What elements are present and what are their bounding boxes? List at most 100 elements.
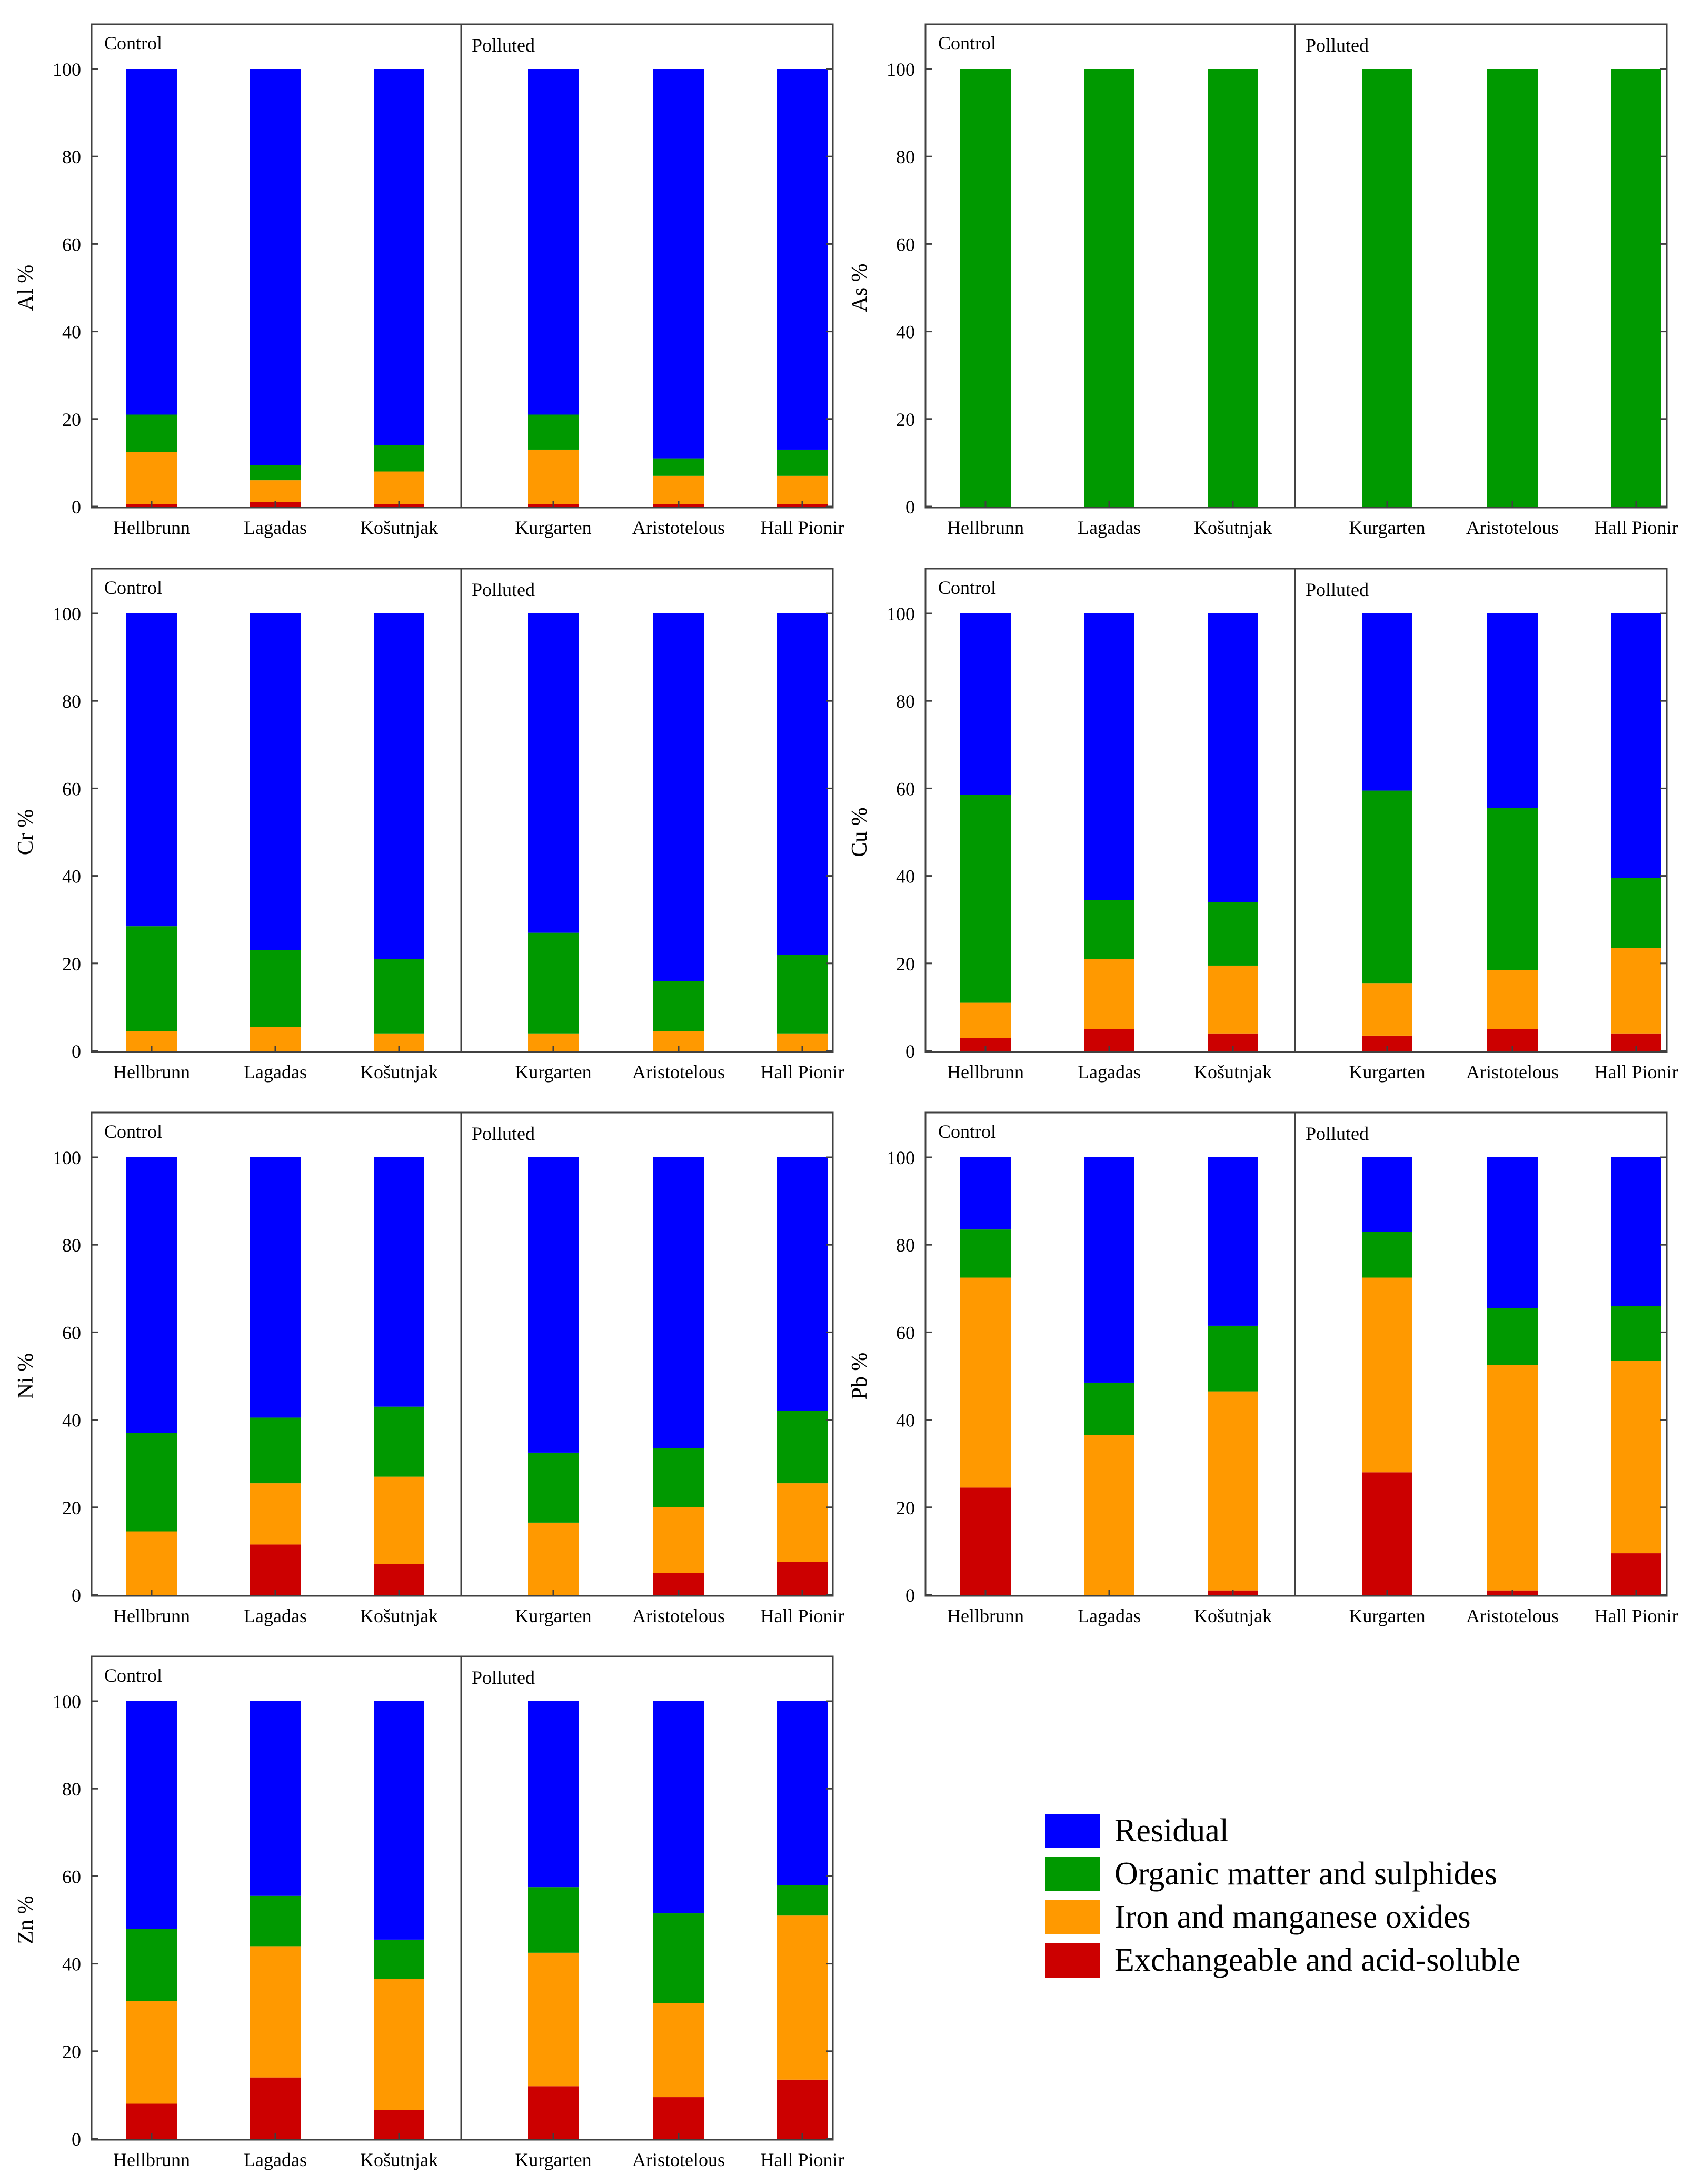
x-tick-label-kurgarten: Kurgarten bbox=[1349, 517, 1425, 538]
bar-segment-iron-aristotelous bbox=[1487, 970, 1538, 1029]
y-tick-label: 40 bbox=[896, 866, 915, 887]
bar-segment-iron-hall-pionir bbox=[777, 1915, 828, 2080]
legend-label-organic: Organic matter and sulphides bbox=[1114, 1856, 1497, 1892]
y-tick-label: 100 bbox=[53, 1147, 81, 1168]
bar-segment-residual-aristotelous bbox=[1487, 1157, 1538, 1308]
y-axis-label: Pb % bbox=[848, 1353, 872, 1400]
x-tick-label-lagadas: Lagadas bbox=[244, 1061, 307, 1083]
y-tick-label: 40 bbox=[62, 866, 81, 887]
bar-segment-iron-kosutnjak bbox=[1208, 965, 1258, 1034]
x-tick-label-lagadas: Lagadas bbox=[1078, 1061, 1141, 1083]
bar-segment-exchangeable-kurgarten bbox=[1362, 1472, 1412, 1595]
y-tick-label: 0 bbox=[905, 1041, 915, 1062]
y-axis-label: Cr % bbox=[14, 809, 38, 856]
bar-segment-exchangeable-hall-pionir bbox=[777, 1562, 828, 1595]
x-tick-label-aristotelous: Aristotelous bbox=[1466, 1605, 1559, 1626]
x-tick-label-hellbrunn: Hellbrunn bbox=[113, 1061, 190, 1083]
bar-segment-residual-kurgarten bbox=[528, 613, 579, 933]
group-label-control: Control bbox=[104, 1665, 162, 1686]
bar-segment-residual-hellbrunn bbox=[960, 1157, 1011, 1230]
bar-segment-residual-aristotelous bbox=[653, 69, 704, 459]
bar-segment-iron-lagadas bbox=[1084, 959, 1134, 1029]
x-tick-label-aristotelous: Aristotelous bbox=[632, 2149, 725, 2170]
bar-segment-residual-hall-pionir bbox=[1611, 1157, 1661, 1306]
y-tick-label: 20 bbox=[62, 2041, 81, 2062]
bar-segment-residual-lagadas bbox=[250, 1157, 301, 1418]
x-tick-label-hall-pionir: Hall Pionir bbox=[1595, 517, 1678, 538]
y-tick-label: 100 bbox=[53, 1691, 81, 1712]
x-tick-label-kurgarten: Kurgarten bbox=[515, 517, 591, 538]
bar-segment-residual-hellbrunn bbox=[126, 69, 177, 415]
bar-segment-residual-aristotelous bbox=[653, 613, 704, 981]
x-tick-label-hall-pionir: Hall Pionir bbox=[761, 1605, 844, 1626]
group-label-polluted: Polluted bbox=[1306, 1123, 1369, 1144]
x-tick-label-hellbrunn: Hellbrunn bbox=[113, 1605, 190, 1626]
x-tick-label-kurgarten: Kurgarten bbox=[515, 2149, 591, 2170]
y-tick-label: 100 bbox=[53, 603, 81, 624]
group-label-polluted: Polluted bbox=[472, 579, 535, 600]
bar-segment-exchangeable-hall-pionir bbox=[777, 2079, 828, 2139]
bar-segment-organic-aristotelous bbox=[1487, 1308, 1538, 1365]
bar-segment-iron-kurgarten bbox=[1362, 983, 1412, 1036]
y-tick-label: 40 bbox=[896, 322, 915, 343]
bar-segment-iron-hellbrunn bbox=[960, 1002, 1011, 1038]
legend-label-residual: Residual bbox=[1114, 1813, 1229, 1849]
x-tick-label-hall-pionir: Hall Pionir bbox=[761, 517, 844, 538]
bar-segment-organic-kurgarten bbox=[528, 932, 579, 1034]
bar-segment-residual-hall-pionir bbox=[777, 1157, 828, 1411]
bar-segment-residual-kurgarten bbox=[528, 1157, 579, 1453]
y-tick-label: 20 bbox=[62, 1497, 81, 1518]
plot-frame bbox=[924, 1111, 1668, 1597]
y-axis-label: Ni % bbox=[14, 1353, 38, 1399]
panel-cu: Control Polluted 0 20 40 60 80 100 Hellbrunn Laga… bbox=[848, 568, 1678, 1083]
bar-segment-residual-aristotelous bbox=[653, 1701, 704, 1914]
bar-segment-iron-hellbrunn bbox=[126, 1531, 177, 1595]
bar-segment-organic-aristotelous bbox=[653, 458, 704, 476]
y-tick-label: 60 bbox=[896, 234, 915, 255]
bar-segment-residual-lagadas bbox=[1084, 1157, 1134, 1383]
x-tick-label-aristotelous: Aristotelous bbox=[632, 1061, 725, 1083]
group-label-polluted: Polluted bbox=[1306, 579, 1369, 600]
bar-segment-residual-hall-pionir bbox=[1611, 613, 1661, 878]
y-tick-label: 60 bbox=[896, 778, 915, 799]
y-tick-label: 0 bbox=[72, 497, 81, 518]
bar-segment-organic-kosutnjak bbox=[374, 1406, 424, 1477]
bar-segment-iron-aristotelous bbox=[653, 1507, 704, 1573]
bar-segment-organic-aristotelous bbox=[1487, 808, 1538, 970]
bar-segment-iron-hall-pionir bbox=[1611, 1361, 1661, 1554]
legend-label-iron: Iron and manganese oxides bbox=[1114, 1899, 1471, 1935]
group-label-control: Control bbox=[938, 1121, 996, 1142]
bar-segment-iron-hellbrunn bbox=[126, 2001, 177, 2104]
bar-segment-residual-kosutnjak bbox=[1208, 1157, 1258, 1326]
bar-segment-iron-aristotelous bbox=[1487, 1365, 1538, 1591]
bar-segment-residual-kurgarten bbox=[528, 69, 579, 415]
y-tick-label: 40 bbox=[62, 1410, 81, 1431]
y-tick-label: 100 bbox=[887, 59, 915, 80]
x-tick-label-kosutnjak: Košutnjak bbox=[360, 1061, 438, 1083]
bar-segment-exchangeable-hall-pionir bbox=[1611, 1553, 1661, 1595]
group-label-polluted: Polluted bbox=[1306, 35, 1369, 56]
legend-label-exchangeable: Exchangeable and acid-soluble bbox=[1114, 1942, 1520, 1978]
bar-segment-organic-kurgarten bbox=[1362, 790, 1412, 984]
y-tick-label: 0 bbox=[905, 497, 915, 518]
bar-segment-exchangeable-hellbrunn bbox=[126, 2103, 177, 2139]
plot-frame bbox=[91, 23, 834, 509]
bar-segment-organic-lagadas bbox=[1084, 900, 1134, 959]
bar-segment-residual-kosutnjak bbox=[374, 613, 424, 959]
x-tick-label-kosutnjak: Košutnjak bbox=[360, 1605, 438, 1626]
bar-segment-residual-kurgarten bbox=[1362, 613, 1412, 791]
group-label-control: Control bbox=[104, 577, 162, 598]
bar-segment-residual-lagadas bbox=[250, 69, 301, 465]
bar-segment-iron-lagadas bbox=[250, 1483, 301, 1545]
bar-segment-organic-kosutnjak bbox=[374, 959, 424, 1034]
bar-segment-iron-lagadas bbox=[250, 480, 301, 502]
bar-segment-organic-aristotelous bbox=[653, 1913, 704, 2003]
plot-frame bbox=[924, 568, 1668, 1053]
plot-frame bbox=[91, 568, 834, 1053]
bar-segment-iron-aristotelous bbox=[653, 475, 704, 504]
bar-segment-organic-hellbrunn bbox=[960, 795, 1011, 1003]
x-tick-label-kurgarten: Kurgarten bbox=[515, 1061, 591, 1083]
bar-segment-organic-hellbrunn bbox=[960, 1229, 1011, 1278]
bar-segment-iron-hall-pionir bbox=[777, 1483, 828, 1562]
y-tick-label: 80 bbox=[62, 146, 81, 167]
